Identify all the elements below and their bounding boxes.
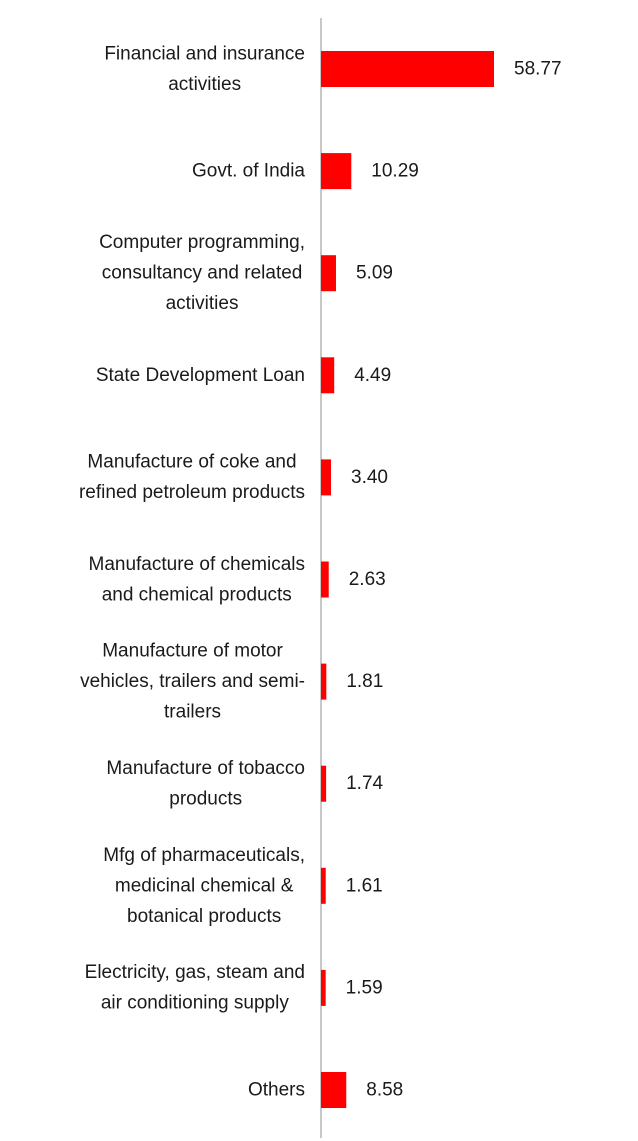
category-label: Mfg of pharmaceuticals, medicinal chemica…	[103, 845, 305, 927]
category-label: Manufacture of motor vehicles, trailers a…	[80, 641, 305, 723]
data-label: 1.74	[346, 773, 383, 794]
category-label-line: Govt. of India	[192, 161, 305, 182]
bar	[321, 765, 327, 802]
category-label-line: activities	[168, 74, 241, 95]
category-label: Computer programming, consultancy and rel…	[99, 232, 305, 314]
category-label-line: and chemical products	[102, 584, 292, 605]
category-label: Manufacture of chemicals and chemical pro…	[89, 554, 306, 606]
bar	[321, 1072, 347, 1108]
category-label-line: Computer programming,	[99, 232, 305, 253]
bar	[321, 357, 335, 394]
category-label: State Development Loan	[96, 365, 305, 386]
category-label-line: Others	[248, 1080, 305, 1101]
category-label-line: consultancy and related	[102, 263, 303, 284]
bar	[321, 663, 327, 700]
category-labels-group: Financial and insurance activities Govt. o…	[79, 43, 305, 1100]
category-label-line: refined petroleum products	[79, 482, 305, 503]
bar	[321, 255, 336, 292]
category-label-line: Mfg of pharmaceuticals,	[103, 845, 305, 866]
category-label-line: air conditioning supply	[101, 993, 290, 1014]
bar	[321, 867, 326, 904]
category-label-line: Manufacture of chemicals	[89, 554, 306, 575]
bar	[321, 51, 494, 87]
data-label: 1.81	[346, 671, 383, 692]
data-label: 1.61	[346, 875, 383, 896]
category-label: Financial and insurance activities	[104, 43, 305, 95]
category-label-line: activities	[166, 293, 239, 314]
category-label-line: State Development Loan	[96, 365, 305, 386]
bar	[321, 561, 329, 598]
category-label: Manufacture of coke and refined petroleum…	[79, 452, 305, 504]
data-label: 4.49	[354, 365, 391, 386]
category-label-line: medicinal chemical &	[115, 875, 294, 896]
category-label: Others	[248, 1080, 305, 1101]
bars-group	[321, 51, 494, 1108]
category-label-line: botanical products	[127, 906, 281, 927]
data-label: 8.58	[366, 1080, 403, 1101]
category-label: Govt. of India	[192, 161, 305, 182]
bar	[321, 153, 352, 190]
category-label-line: Manufacture of coke and	[87, 452, 296, 473]
data-label: 5.09	[356, 263, 393, 284]
data-label: 2.63	[349, 569, 386, 590]
category-label-line: vehicles, trailers and semi-	[80, 671, 305, 692]
category-label-line: Manufacture of tobacco	[106, 758, 305, 779]
value-labels-group: 58.77 10.29 5.09 4.49 3.40 2.63 1.81 1.74 1.61 1.…	[346, 59, 562, 1101]
category-label: Electricity, gas, steam and air condition…	[85, 962, 305, 1014]
data-label: 58.77	[514, 59, 562, 80]
bar	[321, 969, 326, 1006]
category-label-line: Financial and insurance	[104, 43, 305, 64]
category-label-line: products	[169, 788, 242, 809]
category-label-line: Electricity, gas, steam and	[85, 962, 305, 983]
data-label: 1.59	[346, 977, 383, 998]
category-label: Manufacture of tobacco products	[106, 758, 305, 810]
data-label: 10.29	[371, 161, 419, 182]
data-label: 3.40	[351, 467, 388, 488]
category-label-line: trailers	[164, 702, 221, 723]
bar	[321, 459, 332, 496]
category-label-line: Manufacture of motor	[102, 641, 283, 662]
